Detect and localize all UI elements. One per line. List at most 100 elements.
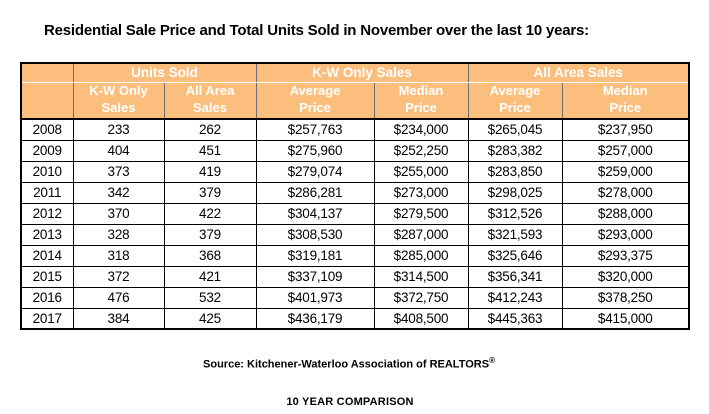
value-cell: 370 — [72, 202, 165, 225]
value-cell: $279,500 — [373, 202, 469, 225]
value-cell: $378,250 — [561, 286, 690, 309]
column-header-all-average-price: Average Price — [467, 81, 563, 120]
table-row: 2009 404 451 $275,960 $252,250 $283,382 $257,0… — [20, 139, 690, 162]
caption: 10 YEAR COMPARISON — [286, 396, 414, 408]
value-cell: $273,000 — [373, 181, 469, 204]
value-cell: $436,179 — [255, 307, 375, 330]
value-cell: $285,000 — [373, 244, 469, 267]
value-cell: $412,243 — [467, 286, 563, 309]
value-cell: $286,281 — [255, 181, 375, 204]
corner-cell — [20, 81, 74, 120]
value-cell: 379 — [163, 181, 257, 204]
value-cell: $401,973 — [255, 286, 375, 309]
table-row: 2015 372 421 $337,109 $314,500 $356,341 $320,0… — [20, 265, 690, 288]
page-title: Residential Sale Price and Total Units S… — [44, 22, 589, 39]
registered-trademark-symbol: ® — [489, 356, 495, 365]
value-cell: $275,960 — [255, 139, 375, 162]
value-cell: $325,646 — [467, 244, 563, 267]
value-cell: $308,530 — [255, 223, 375, 246]
value-cell: 262 — [163, 118, 257, 141]
group-header-all-area-sales: All Area Sales — [467, 62, 690, 83]
table-row: 2011 342 379 $286,281 $273,000 $298,025 $278,0… — [20, 181, 690, 204]
year-cell: 2008 — [20, 118, 74, 141]
table-row: 2017 384 425 $436,179 $408,500 $445,363 $415,0… — [20, 307, 690, 330]
value-cell: $265,045 — [467, 118, 563, 141]
table-row: 2010 373 419 $279,074 $255,000 $283,850 $259,0… — [20, 160, 690, 183]
value-cell: $304,137 — [255, 202, 375, 225]
value-cell: 379 — [163, 223, 257, 246]
value-cell: $237,950 — [561, 118, 690, 141]
sub-header-row: K-W Only Sales All Area Sales Average Pr… — [20, 81, 690, 120]
column-header-kw-only-sales: K-W Only Sales — [72, 81, 165, 120]
value-cell: 318 — [72, 244, 165, 267]
column-header-all-median-price: Median Price — [561, 81, 690, 120]
year-cell: 2010 — [20, 160, 74, 183]
value-cell: $321,593 — [467, 223, 563, 246]
value-cell: $287,000 — [373, 223, 469, 246]
value-cell: $415,000 — [561, 307, 690, 330]
table-body: 2008 233 262 $257,763 $234,000 $265,045 $237,9… — [20, 118, 690, 330]
value-cell: $293,375 — [561, 244, 690, 267]
table-row: 2016 476 532 $401,973 $372,750 $412,243 $378,2… — [20, 286, 690, 309]
year-cell: 2016 — [20, 286, 74, 309]
value-cell: 404 — [72, 139, 165, 162]
value-cell: $257,000 — [561, 139, 690, 162]
group-header-row: Units Sold K-W Only Sales All Area Sales — [20, 62, 690, 83]
value-cell: 328 — [72, 223, 165, 246]
value-cell: 532 — [163, 286, 257, 309]
table-row: 2014 318 368 $319,181 $285,000 $325,646 $293,3… — [20, 244, 690, 267]
value-cell: 425 — [163, 307, 257, 330]
value-cell: $372,750 — [373, 286, 469, 309]
value-cell: $408,500 — [373, 307, 469, 330]
value-cell: $288,000 — [561, 202, 690, 225]
value-cell: 342 — [72, 181, 165, 204]
value-cell: $312,526 — [467, 202, 563, 225]
value-cell: $257,763 — [255, 118, 375, 141]
year-cell: 2017 — [20, 307, 74, 330]
value-cell: 422 — [163, 202, 257, 225]
value-cell: $252,250 — [373, 139, 469, 162]
sales-table: Units Sold K-W Only Sales All Area Sales… — [20, 62, 690, 330]
table-row: 2012 370 422 $304,137 $279,500 $312,526 $288,0… — [20, 202, 690, 225]
value-cell: $255,000 — [373, 160, 469, 183]
value-cell: 368 — [163, 244, 257, 267]
table-row: 2013 328 379 $308,530 $287,000 $321,593 $293,0… — [20, 223, 690, 246]
year-cell: 2012 — [20, 202, 74, 225]
column-header-kw-median-price: Median Price — [373, 81, 469, 120]
value-cell: $356,341 — [467, 265, 563, 288]
year-cell: 2013 — [20, 223, 74, 246]
group-header-kw-only-sales: K-W Only Sales — [255, 62, 469, 83]
year-cell: 2014 — [20, 244, 74, 267]
value-cell: 476 — [72, 286, 165, 309]
value-cell: $319,181 — [255, 244, 375, 267]
value-cell: 384 — [72, 307, 165, 330]
column-header-all-area-sales: All Area Sales — [163, 81, 257, 120]
value-cell: $259,000 — [561, 160, 690, 183]
value-cell: $298,025 — [467, 181, 563, 204]
year-cell: 2011 — [20, 181, 74, 204]
corner-cell — [20, 62, 74, 83]
value-cell: $293,000 — [561, 223, 690, 246]
value-cell: 233 — [72, 118, 165, 141]
value-cell: $445,363 — [467, 307, 563, 330]
column-header-kw-average-price: Average Price — [255, 81, 375, 120]
source-note: Source: Kitchener-Waterloo Association o… — [0, 356, 698, 371]
value-cell: 419 — [163, 160, 257, 183]
source-text: Source: Kitchener-Waterloo Association o… — [203, 358, 490, 371]
value-cell: $278,000 — [561, 181, 690, 204]
value-cell: $314,500 — [373, 265, 469, 288]
value-cell: $234,000 — [373, 118, 469, 141]
table-row: 2008 233 262 $257,763 $234,000 $265,045 $237,9… — [20, 118, 690, 141]
year-cell: 2015 — [20, 265, 74, 288]
value-cell: 372 — [72, 265, 165, 288]
year-cell: 2009 — [20, 139, 74, 162]
value-cell: $283,382 — [467, 139, 563, 162]
table-header: Units Sold K-W Only Sales All Area Sales… — [20, 62, 690, 120]
group-header-units-sold: Units Sold — [72, 62, 257, 83]
value-cell: $283,850 — [467, 160, 563, 183]
value-cell: 451 — [163, 139, 257, 162]
value-cell: 421 — [163, 265, 257, 288]
value-cell: $320,000 — [561, 265, 690, 288]
value-cell: 373 — [72, 160, 165, 183]
